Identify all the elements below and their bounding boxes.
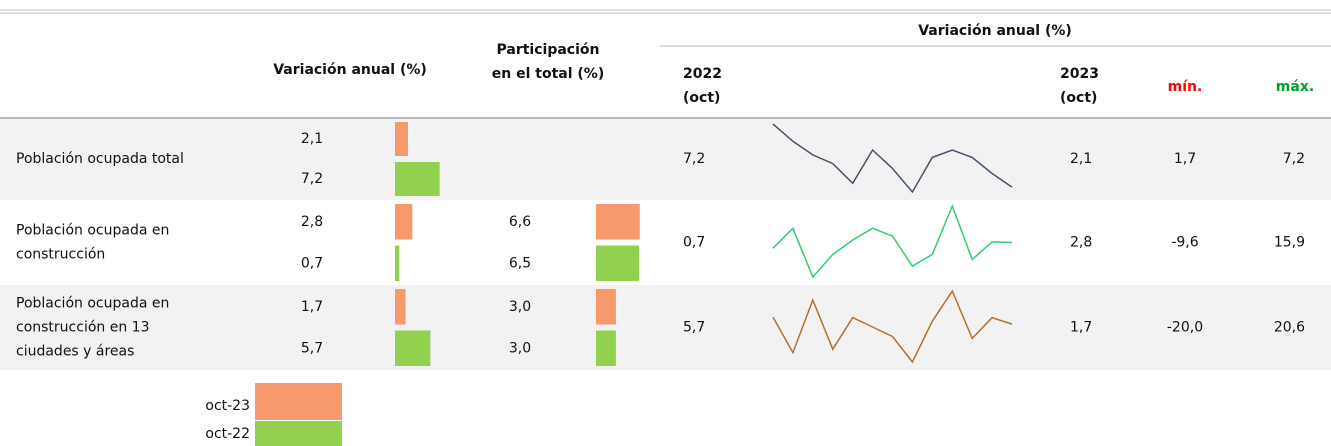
row-background	[0, 285, 1331, 370]
var-label: 0,7	[301, 255, 323, 271]
header-max: máx.	[1276, 79, 1314, 95]
value-2022: 0,7	[683, 235, 705, 251]
legend-label: oct-22	[205, 426, 250, 442]
part-bar	[596, 245, 640, 281]
row-label: ciudades y áreas	[16, 344, 134, 360]
value-min: 1,7	[1174, 151, 1196, 167]
header: (oct)	[1060, 90, 1097, 106]
value-2023: 2,8	[1070, 235, 1092, 251]
var-bar	[395, 162, 440, 196]
header: Variación anual (%)	[918, 23, 1072, 39]
row-background	[0, 118, 1331, 200]
sparkline	[772, 203, 1013, 279]
row-label: Población ocupada en	[16, 223, 169, 239]
value-2023: 2,1	[1070, 151, 1092, 167]
part-label: 3,0	[509, 299, 531, 315]
var-bar	[395, 245, 400, 281]
header: (oct)	[683, 90, 720, 106]
legend-swatch	[255, 383, 342, 420]
value-min: -9,6	[1171, 235, 1198, 251]
sparkline	[772, 123, 1013, 194]
row-label: Población ocupada en	[16, 296, 169, 312]
value-max: 15,9	[1274, 235, 1305, 251]
row-label: construcción	[16, 247, 105, 263]
part-bar	[596, 330, 616, 366]
value-2023: 1,7	[1070, 320, 1092, 336]
var-label: 5,7	[301, 340, 323, 356]
legend-label: oct-23	[205, 398, 250, 414]
var-label: 7,2	[301, 171, 323, 187]
var-bar	[395, 204, 413, 240]
header: Participación	[497, 42, 600, 58]
part-label: 6,6	[509, 214, 531, 230]
part-label: 3,0	[509, 340, 531, 356]
row-label: construcción en 13	[16, 320, 149, 336]
var-bar	[395, 289, 406, 325]
var-label: 2,8	[301, 214, 323, 230]
header: 2023	[1060, 66, 1099, 82]
part-bar	[596, 289, 616, 325]
header: en el total (%)	[492, 66, 604, 82]
value-max: 7,2	[1283, 151, 1305, 167]
header: Variación anual (%)	[273, 62, 427, 78]
var-label: 1,7	[301, 299, 323, 315]
var-label: 2,1	[301, 131, 323, 147]
value-min: -20,0	[1167, 320, 1203, 336]
header: 2022	[683, 66, 722, 82]
value-2022: 5,7	[683, 320, 705, 336]
legend-swatch	[255, 421, 342, 446]
part-label: 6,5	[509, 255, 531, 271]
header-min: mín.	[1168, 79, 1203, 95]
row-label: Población ocupada total	[16, 151, 184, 167]
value-2022: 7,2	[683, 151, 705, 167]
var-bar	[395, 330, 431, 366]
sparkline	[772, 289, 1013, 364]
value-max: 20,6	[1274, 320, 1305, 336]
part-bar	[596, 204, 640, 240]
var-bar	[395, 122, 409, 156]
